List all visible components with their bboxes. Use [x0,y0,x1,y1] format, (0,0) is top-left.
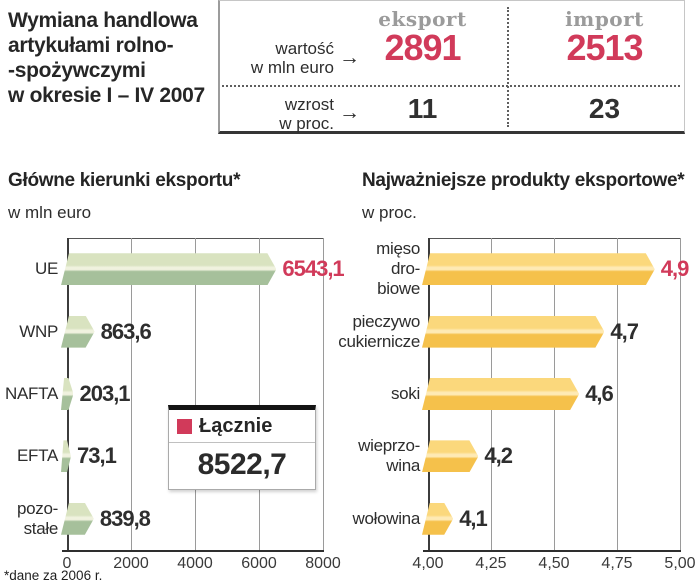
bar [61,440,71,472]
import-value: 2513 [566,27,643,68]
dotted-column-divider [507,7,509,127]
x-axis-line [62,550,324,552]
chart-export-products: Najważniejsze produkty eksportowe* w pro… [338,165,700,587]
gridline [323,238,324,550]
legend-label: Łącznie [199,415,273,437]
bar-category-label: WNP [19,321,58,341]
import-growth: 23 [588,93,621,124]
bar-category-label: pozo- stałe [16,498,58,538]
dotted-row-divider [222,85,680,87]
bar-category-label: NAFTA [5,384,58,403]
gridline [617,238,618,550]
x-axis-line [423,550,681,552]
footnote: *dane za 2006 r. [4,568,103,583]
gridline [131,238,132,550]
bar-category-label: EFTA [17,446,58,466]
legend-color-swatch [177,419,192,434]
bar-category-label: mięso dro- biowe [376,239,420,299]
bar-value-label: 4,1 [459,505,488,531]
gridline [195,238,196,550]
page-title-line: artykułami rolno- [8,34,174,57]
bar [61,503,94,535]
bar-category-label: UE [34,259,58,279]
bar [422,503,453,535]
bar [61,378,73,410]
column-header-import: import [532,7,677,31]
bar-category-label: wołowina [352,508,420,528]
x-tick-label: 4,00 [412,555,444,572]
legend-row: Łącznie [169,410,315,443]
bar-category-label: soki [390,384,420,403]
bar [422,440,478,472]
bar [61,253,276,285]
x-tick-label: 2000 [113,555,149,572]
chart-export-directions: Główne kierunki eksportu* w mln euro Łąc… [0,165,350,587]
eksport-growth: 11 [407,93,438,124]
chart-title: Główne kierunki eksportu* [8,170,241,191]
growth-row-label: wzrost w proc. [279,95,334,133]
x-tick-label: 8000 [305,555,341,572]
x-tick-label: 5,00 [664,555,696,572]
chart-unit-label: w mln euro [8,203,92,222]
legend-total-value: 8522,7 [197,448,287,481]
bar-value-label: 863,6 [100,318,152,344]
bar-value-label: 839,8 [99,505,151,531]
x-tick-label: 0 [62,555,72,572]
chart-title: Najważniejsze produkty eksportowe* [362,170,685,191]
bar [422,316,604,348]
bar-value-label: 6543,1 [282,256,344,282]
gridline [259,238,260,550]
gridline [680,238,681,550]
value-row-label: wartość w mln euro [250,39,334,77]
x-tick-label: 6000 [241,555,277,572]
x-tick-label: 4000 [177,555,213,572]
chart-unit-label: w proc. [362,203,417,222]
summary-table: wartość w mln euro → wzrost w proc. → ek… [218,0,685,134]
page-title-line: -spożywczymi [8,59,146,82]
page-title-line: Wymiana handlowa [8,9,198,32]
bar-value-label: 4,6 [585,381,614,406]
bar-value-label: 4,7 [610,318,639,344]
column-header-label: import [565,7,644,31]
bar-value-label: 73,1 [77,443,117,469]
bar [422,378,579,410]
bar-category-label: pieczywo cukiernicze [338,311,420,351]
column-header-eksport: eksport [350,7,495,31]
legend-total-box: Łącznie 8522,7 [168,405,316,490]
bar-value-label: 4,9 [660,256,690,282]
x-tick-label: 4,75 [601,555,633,572]
bar-value-label: 4,2 [484,443,513,469]
x-tick-label: 4,50 [538,555,570,572]
bar [422,253,655,285]
x-tick-label: 4,25 [475,555,507,572]
arrow-right-icon: → [339,46,360,69]
page-title: Wymiana handlowa artykułami rolno- -spoż… [8,8,205,108]
bar-category-label: wieprzo- wina [358,436,420,476]
page-title-line: w okresie I – IV 2007 [8,84,205,107]
column-header-label: eksport [378,7,467,31]
arrow-right-icon: → [339,101,360,124]
eksport-value: 2891 [384,27,461,68]
bar-value-label: 203,1 [79,381,130,406]
